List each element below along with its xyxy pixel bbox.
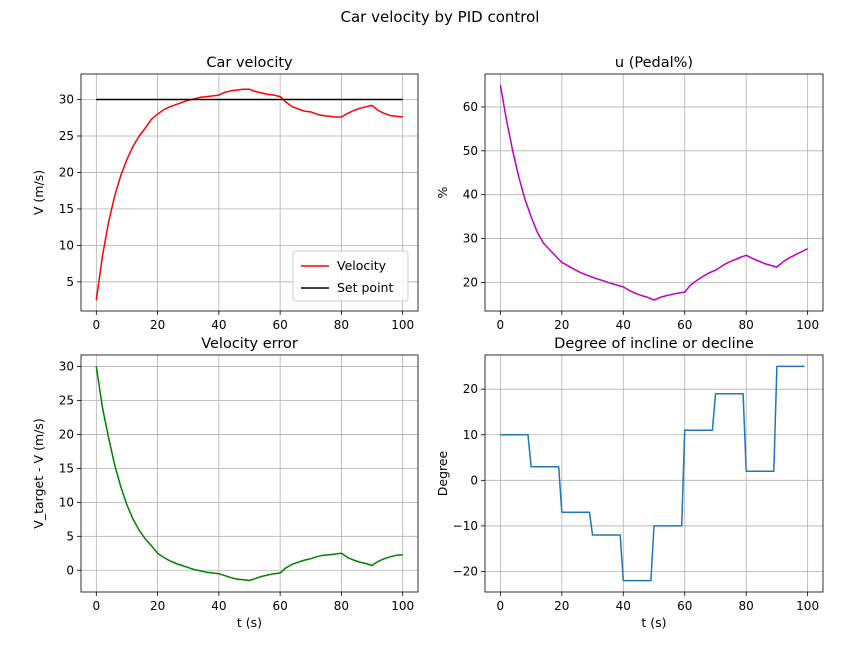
y-tick-label: 0: [470, 473, 478, 487]
chart-title: Car velocity: [206, 55, 293, 71]
x-tick-label: 60: [677, 599, 692, 613]
x-tick-label: 20: [554, 318, 569, 332]
y-tick-label: −10: [453, 519, 478, 533]
y-tick-label: 40: [463, 188, 478, 202]
chart-title: Degree of incline or decline: [554, 336, 754, 352]
y-tick-label: 10: [463, 428, 478, 442]
chart-velocity-error: 0 20 40 60 80 100 0 5 10 15 20 25 30 Velocity error t …: [31, 336, 419, 630]
x-tick-label: 60: [272, 599, 287, 613]
x-axis-label: t (s): [237, 615, 262, 630]
x-tick-label: 0: [497, 599, 505, 613]
y-tick-label: 5: [66, 275, 74, 289]
x-tick-label: 60: [677, 318, 692, 332]
y-tick-label: 0: [66, 563, 74, 577]
y-tick-label: 25: [59, 393, 74, 407]
y-tick-label: 15: [59, 461, 74, 475]
x-tick-label: 80: [739, 599, 754, 613]
x-tick-label: 100: [391, 318, 414, 332]
legend: Velocity Set point: [292, 250, 409, 302]
x-tick-label: 100: [796, 318, 819, 332]
x-tick-label: 80: [739, 318, 754, 332]
x-tick-label: 20: [150, 318, 165, 332]
x-tick-label: 80: [334, 599, 349, 613]
series-line-2-0: [95, 366, 403, 582]
chart-car-velocity: 0 20 40 60 80 100 5 10 15 20 25 30 Car velocity V (m/…: [31, 55, 419, 332]
y-tick-label: 10: [59, 495, 74, 509]
y-tick-label: 20: [463, 275, 478, 289]
x-tick-label: 40: [211, 318, 226, 332]
figure-title: Car velocity by PID control: [341, 8, 540, 26]
y-tick-label: 60: [463, 100, 478, 114]
x-tick-label: 0: [92, 318, 100, 332]
x-tick-label: 100: [796, 599, 819, 613]
x-axis-label: t (s): [641, 615, 666, 630]
y-tick-label: 30: [59, 360, 74, 374]
axes-frame: [80, 73, 419, 312]
x-tick-label: 0: [92, 599, 100, 613]
x-tick-label: 40: [616, 318, 631, 332]
y-tick-label: 30: [59, 93, 74, 107]
axes-frame: [484, 354, 824, 593]
legend-label: Set point: [337, 280, 393, 295]
y-tick-label: 25: [59, 129, 74, 143]
series-line-3-0: [500, 365, 805, 582]
x-tick-label: 20: [150, 599, 165, 613]
y-axis-label: Degree: [435, 450, 450, 496]
y-tick-label: 30: [463, 232, 478, 246]
y-axis-label: %: [435, 186, 450, 198]
y-tick-label: 20: [463, 382, 478, 396]
y-tick-label: 50: [463, 144, 478, 158]
x-tick-label: 60: [272, 318, 287, 332]
series-line-velocity: [95, 88, 403, 301]
x-tick-label: 40: [211, 599, 226, 613]
x-tick-label: 0: [497, 318, 505, 332]
x-tick-label: 40: [616, 599, 631, 613]
y-tick-label: 15: [59, 202, 74, 216]
chart-pedal-percent: 0 20 40 60 80 100 20 30 40 50 60 u (Pedal%)%: [435, 55, 824, 332]
axes-frame: [484, 73, 824, 312]
y-axis-label: V_target - V (m/s): [31, 418, 46, 528]
x-tick-label: 100: [391, 599, 414, 613]
y-tick-label: 10: [59, 238, 74, 252]
y-tick-label: −20: [453, 564, 478, 578]
y-axis-label: V (m/s): [31, 170, 46, 215]
axes-frame: [80, 354, 419, 593]
x-tick-label: 20: [554, 599, 569, 613]
chart-title: Velocity error: [201, 336, 298, 352]
y-tick-label: 5: [66, 529, 74, 543]
chart-title: u (Pedal%): [615, 55, 693, 71]
y-tick-label: 20: [59, 165, 74, 179]
series-line-1-0: [499, 84, 808, 301]
y-tick-label: 20: [59, 427, 74, 441]
x-tick-label: 80: [334, 318, 349, 332]
chart-incline-degree: 0 20 40 60 80 100 −20 −10 0 10 20 Degree of incline…: [435, 336, 824, 630]
legend-label: Velocity: [337, 258, 387, 273]
